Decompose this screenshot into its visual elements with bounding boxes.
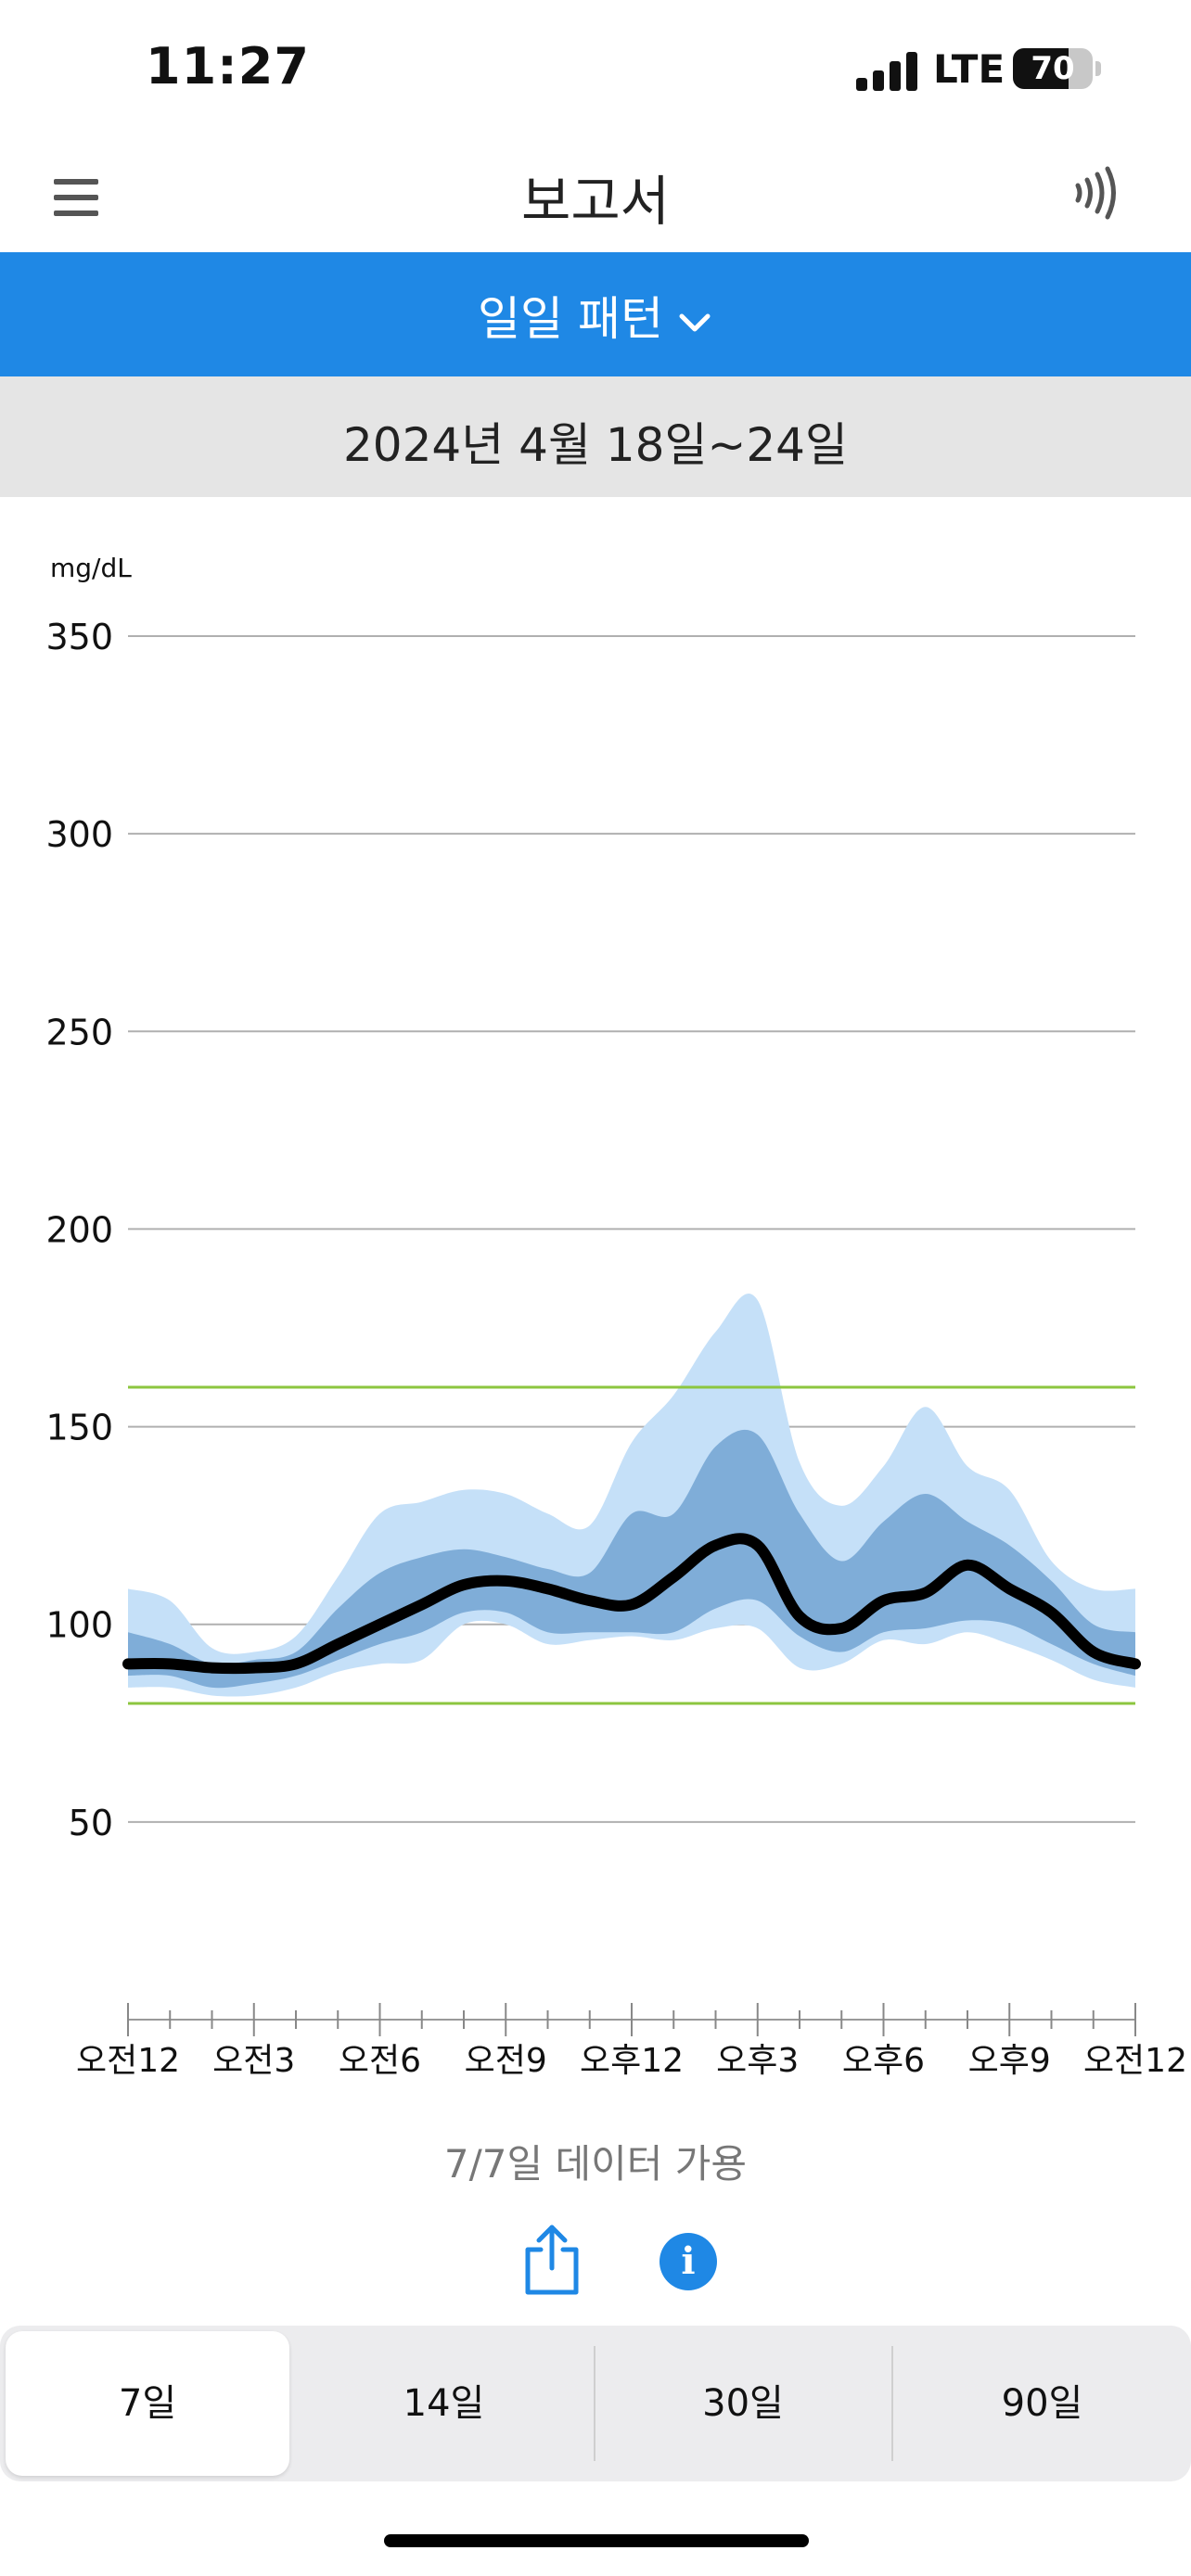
range-option-90d[interactable]: 90일 — [1001, 2382, 1083, 2425]
y-tick-label: 200 — [45, 1209, 113, 1250]
x-tick-label: 오전6 — [339, 2042, 421, 2080]
range-divider — [594, 2346, 596, 2461]
status-bar: 11:27 LTE 70 — [0, 0, 1191, 139]
median-line — [122, 1533, 1141, 1675]
battery-level: 70 — [1031, 50, 1075, 87]
x-tick-label: 오후9 — [968, 2042, 1051, 2080]
range-option-14d[interactable]: 14일 — [403, 2382, 485, 2425]
x-tick-label: 오전12 — [76, 2042, 180, 2080]
x-tick-label: 오후6 — [842, 2042, 925, 2080]
status-time: 11:27 — [146, 37, 310, 96]
page-title: 보고서 — [520, 170, 671, 233]
outer-percentile-band — [128, 1294, 1135, 1697]
y-tick-label: 250 — [45, 1012, 113, 1052]
x-tick-label: 오후3 — [716, 2042, 799, 2080]
y-tick-label: 150 — [45, 1408, 113, 1448]
range-option-7d[interactable]: 7일 — [6, 2331, 289, 2476]
y-tick-label: 350 — [45, 617, 113, 657]
date-range: 2024년 4월 18일~24일 — [343, 418, 848, 472]
data-availability: 7/7일 데이터 가용 — [443, 2141, 748, 2187]
daily-pattern-chart: mg/dL 50 100 150 200 250 300 350 오전12 오전3 오전6 오전9 오후… — [45, 553, 1187, 2080]
x-tick-label: 오전12 — [1083, 2042, 1187, 2080]
range-option-30d[interactable]: 30일 — [702, 2382, 784, 2425]
y-tick-label: 50 — [69, 1803, 113, 1843]
chevron-down-icon — [679, 313, 711, 331]
y-tick-label: 100 — [45, 1605, 113, 1646]
nfc-scan-icon[interactable] — [1067, 163, 1126, 223]
date-range-bar: 2024년 4월 18일~24일 — [0, 376, 1191, 497]
info-icon[interactable]: i — [660, 2233, 717, 2290]
signal-icon — [856, 48, 921, 91]
battery-nub — [1095, 61, 1101, 76]
report-type-label-row[interactable]: 일일 패턴 — [0, 282, 1191, 349]
battery-icon: 70 — [1013, 48, 1093, 89]
nav-bar: 보고서 — [0, 139, 1191, 252]
x-tick-label: 오전3 — [212, 2042, 295, 2080]
x-tick-label: 오전9 — [465, 2042, 547, 2080]
menu-icon[interactable] — [54, 179, 98, 216]
range-selector: 7일 14일 30일 90일 — [0, 2326, 1191, 2481]
report-type-label: 일일 패턴 — [478, 292, 663, 346]
x-tick-label: 오후12 — [580, 2042, 684, 2080]
report-type-selector[interactable]: 일일 패턴 — [0, 252, 1191, 376]
y-tick-label: 300 — [45, 814, 113, 855]
network-label: LTE — [933, 46, 1005, 92]
home-indicator — [384, 2534, 809, 2547]
share-icon[interactable] — [522, 2224, 582, 2296]
y-axis-label: mg/dL — [50, 553, 132, 583]
range-divider — [891, 2346, 893, 2461]
